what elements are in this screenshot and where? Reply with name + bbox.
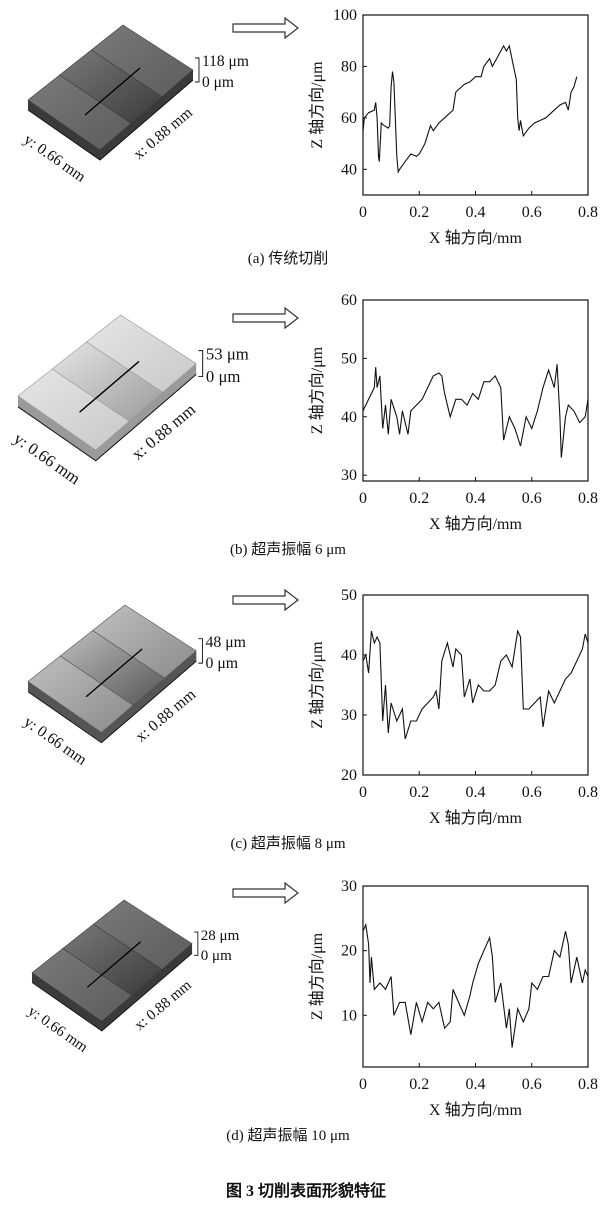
y-tick-label: 50 bbox=[341, 587, 357, 604]
z-scale-bracket bbox=[195, 57, 200, 83]
x-tick-label: 0.4 bbox=[466, 784, 486, 801]
surface-side bbox=[18, 363, 197, 461]
y-tick-label: 40 bbox=[341, 647, 357, 664]
right-arrow-icon bbox=[232, 588, 299, 612]
x-tick-label: 0.8 bbox=[578, 1076, 598, 1093]
profile-series-line bbox=[362, 364, 589, 458]
plot-frame bbox=[362, 594, 589, 776]
y-axis-label: Z 轴方向/μm bbox=[308, 932, 326, 1020]
y-tick-label: 10 bbox=[341, 1007, 357, 1024]
z-min-label: 0 μm bbox=[206, 367, 241, 386]
surface-ridge bbox=[31, 948, 133, 1022]
surface-3d-image: 48 μm0 μmy: 0.66 mm x: 0.88 mm bbox=[21, 604, 247, 769]
plot-frame bbox=[362, 299, 589, 482]
z-max-label: 48 μm bbox=[205, 634, 246, 651]
right-arrow-icon bbox=[232, 881, 299, 905]
z-min-label: 0 μm bbox=[205, 655, 238, 672]
profile-series-line bbox=[362, 922, 589, 1048]
surface-axes bbox=[31, 953, 193, 1032]
surface-ridge bbox=[27, 74, 132, 151]
panel-a: 0 0.2 0.4 0.6 0.8 40 60 80 100 X 轴方向/mm Z 轴方向/μm (a… bbox=[21, 7, 598, 267]
y-tick-label: 20 bbox=[341, 767, 357, 784]
profile-section-line bbox=[84, 67, 141, 116]
panel-b: 0 0.2 0.4 0.6 0.8 30 40 50 60 X 轴方向/mm Z 轴方向/μm (b)… bbox=[10, 292, 598, 558]
z-scale-bracket bbox=[193, 931, 199, 956]
figure-title: 图 3 切削表面形貌特征 bbox=[225, 1183, 387, 1200]
right-arrow-icon bbox=[232, 306, 299, 330]
z-scale-bracket bbox=[198, 638, 203, 664]
x-tick-label: 0.8 bbox=[578, 204, 598, 221]
x-tick-label: 0 bbox=[359, 490, 367, 507]
surface-3d-image: 118 μm0 μmy: 0.66 mm x: 0.88 mm bbox=[21, 24, 249, 186]
z-max-label: 118 μm bbox=[202, 53, 249, 70]
x-tick-label: 0.6 bbox=[522, 1076, 542, 1093]
x-axis-label: X 轴方向/mm bbox=[429, 515, 522, 533]
y-tick-label: 40 bbox=[341, 409, 357, 426]
y-axis-label: Z 轴方向/μm bbox=[308, 641, 326, 729]
profile-series-line bbox=[362, 629, 589, 740]
x-axis-label: X 轴方向/mm bbox=[429, 809, 522, 827]
surface-side bbox=[28, 650, 197, 743]
y-tick-label: 20 bbox=[341, 943, 357, 960]
x-tick-label: 0.6 bbox=[522, 204, 542, 221]
x-tick-label: 0 bbox=[359, 204, 367, 221]
x-tick-label: 0.4 bbox=[466, 490, 486, 507]
x-axis-label: X 轴方向/mm bbox=[429, 229, 522, 247]
panel-d: 0 0.2 0.4 0.6 0.8 10 20 30 X 轴方向/mm Z 轴方向/μm (d) 超… bbox=[25, 878, 598, 1144]
x-tick-label: 0.2 bbox=[409, 784, 429, 801]
surface-axes bbox=[27, 660, 197, 744]
y-axis-label: Z 轴方向/μm bbox=[308, 346, 326, 434]
plot-frame bbox=[362, 885, 589, 1068]
y-tick-label: 60 bbox=[341, 292, 357, 309]
z-min-label: 0 μm bbox=[201, 948, 232, 964]
right-arrow-icon bbox=[232, 16, 299, 40]
y-tick-label: 30 bbox=[341, 878, 357, 895]
y-axis-label: Z 轴方向/μm bbox=[308, 61, 326, 149]
x-tick-label: 0.6 bbox=[522, 490, 542, 507]
z-scale-bracket bbox=[198, 350, 204, 378]
panel-caption: (a) 传统切削 bbox=[248, 250, 328, 267]
x-axis-label: X 轴方向/mm bbox=[429, 1101, 522, 1119]
panel-caption: (d) 超声振幅 10 μm bbox=[226, 1126, 350, 1144]
profile-section-line bbox=[86, 941, 142, 988]
x-tick-label: 0.4 bbox=[466, 204, 486, 221]
z-min-label: 0 μm bbox=[202, 74, 234, 91]
y-tick-label: 50 bbox=[341, 350, 357, 367]
profile-section-line bbox=[79, 360, 140, 413]
y-tick-label: 100 bbox=[333, 7, 357, 24]
surface-ridge bbox=[17, 368, 130, 451]
surface-side bbox=[32, 943, 193, 1031]
y-tick-label: 30 bbox=[341, 467, 357, 484]
x-tick-label: 0.4 bbox=[466, 1076, 486, 1093]
panel-caption: (b) 超声振幅 6 μm bbox=[230, 540, 346, 558]
surface-ridge bbox=[27, 655, 134, 733]
x-tick-label: 0.2 bbox=[409, 1076, 429, 1093]
surface-axes bbox=[27, 79, 194, 161]
profile-series-line bbox=[362, 44, 578, 174]
x-tick-label: 0 bbox=[359, 784, 367, 801]
surface-3d-image: 53 μm0 μmy: 0.66 mm x: 0.88 mm bbox=[10, 314, 249, 488]
x-tick-label: 0.6 bbox=[522, 784, 542, 801]
profile-section-line bbox=[85, 648, 143, 698]
surface-side bbox=[28, 70, 193, 160]
x-tick-label: 0 bbox=[359, 1076, 367, 1093]
z-max-label: 28 μm bbox=[201, 928, 240, 944]
panel-c: 0 0.2 0.4 0.6 0.8 20 30 40 50 X 轴方向/mm Z 轴方向/μm (c)… bbox=[21, 587, 598, 852]
x-tick-label: 0.8 bbox=[578, 490, 598, 507]
y-tick-label: 30 bbox=[341, 707, 357, 724]
surface-3d-image: 28 μm0 μmy: 0.66 mm x: 0.88 mm bbox=[25, 899, 240, 1056]
panel-caption: (c) 超声振幅 8 μm bbox=[230, 834, 345, 852]
y-tick-label: 40 bbox=[341, 161, 357, 178]
plot-frame bbox=[362, 14, 589, 196]
x-tick-label: 0.8 bbox=[578, 784, 598, 801]
z-max-label: 53 μm bbox=[206, 344, 249, 363]
x-tick-label: 0.2 bbox=[409, 204, 429, 221]
y-tick-label: 60 bbox=[341, 110, 357, 127]
x-tick-label: 0.2 bbox=[409, 490, 429, 507]
y-tick-label: 80 bbox=[341, 58, 357, 75]
surface-axes bbox=[17, 374, 197, 462]
